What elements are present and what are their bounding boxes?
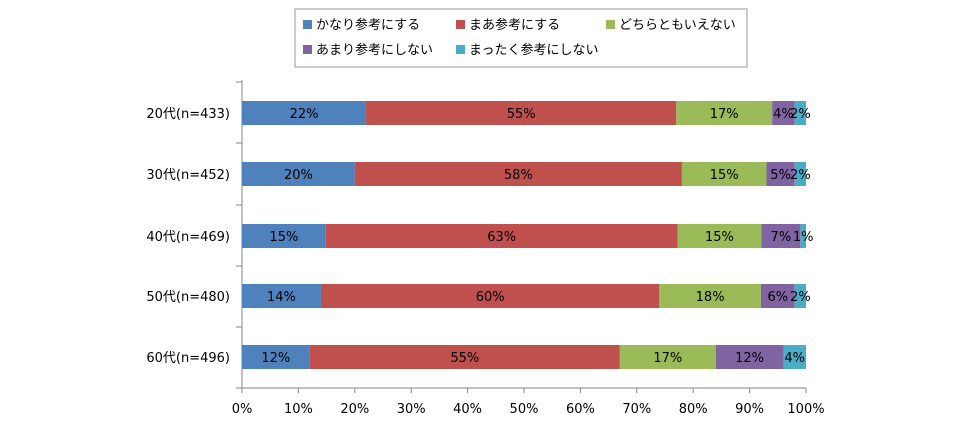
bar-segment [761,224,801,248]
legend-swatch [606,20,615,29]
data-label: 6% [767,290,788,305]
bar-segment [766,162,795,186]
data-label: 63% [487,230,516,245]
x-tick-label: 90% [735,402,764,417]
data-label: 17% [653,351,682,366]
bar-segment [681,162,767,186]
category-label: 50代(n=480) [146,290,230,305]
bars: 22% 55% 17% 4%2%20% 58% 15% 5% 2%15% 63% 15% 7% 1%1… [242,101,814,369]
bar-segment [354,162,682,186]
bar-segment [783,345,806,369]
axis: 0% 10% 20% 30% 40% 50% 60% 70% 80% 90% 100% [232,80,825,417]
data-label: 12% [735,351,764,366]
x-tick-label: 0% [232,402,253,417]
bar-segment [325,224,678,248]
bar-segment [760,284,795,308]
x-tick-label: 10% [284,402,313,417]
bar-segment [676,101,773,125]
category-label: 20代(n=433) [146,107,230,122]
bar-segment [366,101,677,125]
legend-label: どちらともいえない [619,18,736,33]
data-label: 2% [790,168,811,183]
legend-swatch [456,20,465,29]
data-label: 1% [793,230,814,245]
data-label: 55% [507,107,536,122]
legend-swatch [303,20,312,29]
data-label: 15% [710,168,739,183]
bar-segment [242,162,355,186]
data-label: 12% [261,351,290,366]
bar-segment [659,284,761,308]
bar-segment [800,224,806,248]
category-label: 40代(n=469) [146,230,230,245]
bar-segment [794,284,806,308]
x-tick-label: 70% [622,402,651,417]
bar-segment [794,162,806,186]
data-label: 58% [504,168,533,183]
legend-label: まったく参考にしない [469,42,598,58]
data-label: 18% [696,290,725,305]
x-tick-label: 20% [340,402,369,417]
legend-label: あまり参考にしない [316,42,433,58]
category-label: 60代(n=496) [146,351,230,366]
data-label: 14% [267,290,296,305]
legend-swatch [303,45,312,54]
data-label: 2% [790,290,811,305]
x-tick-label: 100% [787,402,824,417]
data-label: 60% [476,290,505,305]
bar-segment [309,345,620,369]
x-tick-label: 80% [679,402,708,417]
bar-segment [242,101,367,125]
x-tick-label: 60% [566,402,595,417]
legend-label: まあ参考にする [469,17,560,33]
data-label: 22% [290,107,319,122]
data-label: 17% [710,107,739,122]
category-labels: 20代(n=433) 30代(n=452) 40代(n=469) 50代(n=480)… [146,107,230,366]
data-label: 7% [771,230,792,245]
bar-segment [242,284,321,308]
data-label: 4% [773,107,794,122]
bar-segment [619,345,716,369]
legend-label: かなり参考にする [316,17,420,33]
legend-box [294,8,748,68]
bar-segment [715,345,784,369]
bar-segment [772,101,795,125]
data-label: 20% [284,168,313,183]
bar-segment [677,224,762,248]
bar-segment [320,284,660,308]
data-label: 4% [784,351,805,366]
x-tick-label: 30% [397,402,426,417]
data-label: 5% [770,168,791,183]
x-tick-label: 40% [453,402,482,417]
data-label: 55% [450,351,479,366]
category-label: 30代(n=452) [146,168,230,183]
bar-segment [794,101,806,125]
data-label: 15% [705,230,734,245]
legend-swatch [456,45,465,54]
data-label: 15% [269,230,298,245]
x-tick-label: 50% [510,402,539,417]
data-label: 2% [790,107,811,122]
bar-segment [242,224,326,248]
bar-segment [242,345,310,369]
